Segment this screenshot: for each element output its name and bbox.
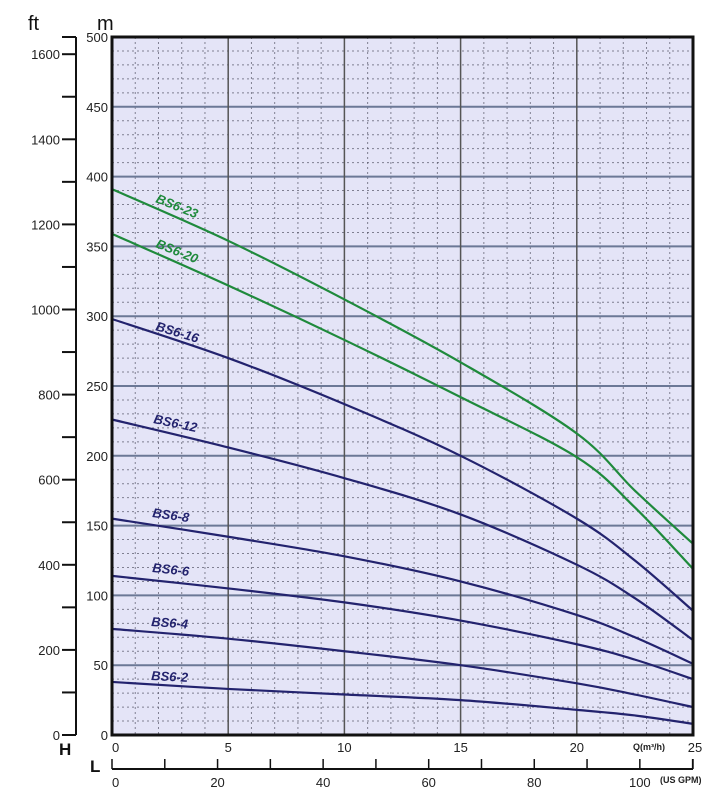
curve-bs6-23: [111, 188, 694, 545]
x-tick-label-q: 20: [570, 740, 584, 755]
curve-bs6-20: [111, 232, 694, 570]
ft-tick-label: 1200: [31, 217, 60, 232]
plot-frame: [110, 35, 695, 737]
ft-tick-label: 1600: [31, 47, 60, 62]
y-tick-label-m: 400: [86, 170, 108, 185]
x-tick-label-q: 5: [225, 740, 232, 755]
curve-bs6-4: [111, 627, 694, 709]
ft-tick-label: 1000: [31, 302, 60, 317]
y-tick-label-m: 300: [86, 309, 108, 324]
ft-unit-label: ft: [28, 13, 40, 35]
y-tick-label-m: 0: [101, 728, 108, 743]
m-unit-label: m: [97, 13, 114, 35]
ft-tick-label: 600: [38, 473, 60, 488]
gpm-tick-label: 40: [316, 775, 330, 790]
x-axis-label: Q(m³/h): [633, 742, 665, 752]
y-tick-label-m: 150: [86, 519, 108, 534]
gpm-tick-label: 20: [210, 775, 224, 790]
curve-bs6-8: [111, 517, 694, 665]
y-tick-label-m: 100: [86, 588, 108, 603]
curve-label-bs6-2: BS6-2: [151, 668, 189, 685]
x-tick-label-q: 0: [112, 740, 119, 755]
y-tick-label-m: 450: [86, 100, 108, 115]
ft-tick-label: 800: [38, 388, 60, 403]
l-axis-letter: L: [90, 757, 100, 776]
x-tick-label-q: 25: [688, 740, 702, 755]
ft-tick-label: 400: [38, 558, 60, 573]
gpm-tick-label: 100: [629, 775, 651, 790]
y-tick-label-m: 500: [86, 30, 108, 45]
curve-label-bs6-8: BS6-8: [152, 505, 191, 525]
curves: [111, 188, 694, 725]
h-axis-letter: H: [59, 740, 71, 759]
gpm-tick-label: 80: [527, 775, 541, 790]
x-tick-label-q: 10: [337, 740, 351, 755]
curve-bs6-6: [111, 574, 694, 681]
y-tick-label-m: 50: [94, 658, 108, 673]
gpm-tick-label: 0: [112, 775, 119, 790]
y-tick-label-m: 200: [86, 449, 108, 464]
curve-label-bs6-6: BS6-6: [152, 560, 191, 579]
ft-tick-label: 1400: [31, 132, 60, 147]
y-tick-label-m: 250: [86, 379, 108, 394]
curve-bs6-16: [111, 317, 694, 612]
y-tick-label-m: 350: [86, 239, 108, 254]
ft-tick-label: 200: [38, 643, 60, 658]
gpm-axis-label: (US GPM): [660, 775, 702, 785]
curve-bs6-2: [111, 680, 694, 725]
curve-label-bs6-4: BS6-4: [151, 614, 190, 632]
curve-bs6-12: [111, 418, 694, 641]
x-tick-label-q: 15: [453, 740, 467, 755]
ft-tick-label: 0: [53, 728, 60, 743]
gpm-tick-label: 60: [421, 775, 435, 790]
